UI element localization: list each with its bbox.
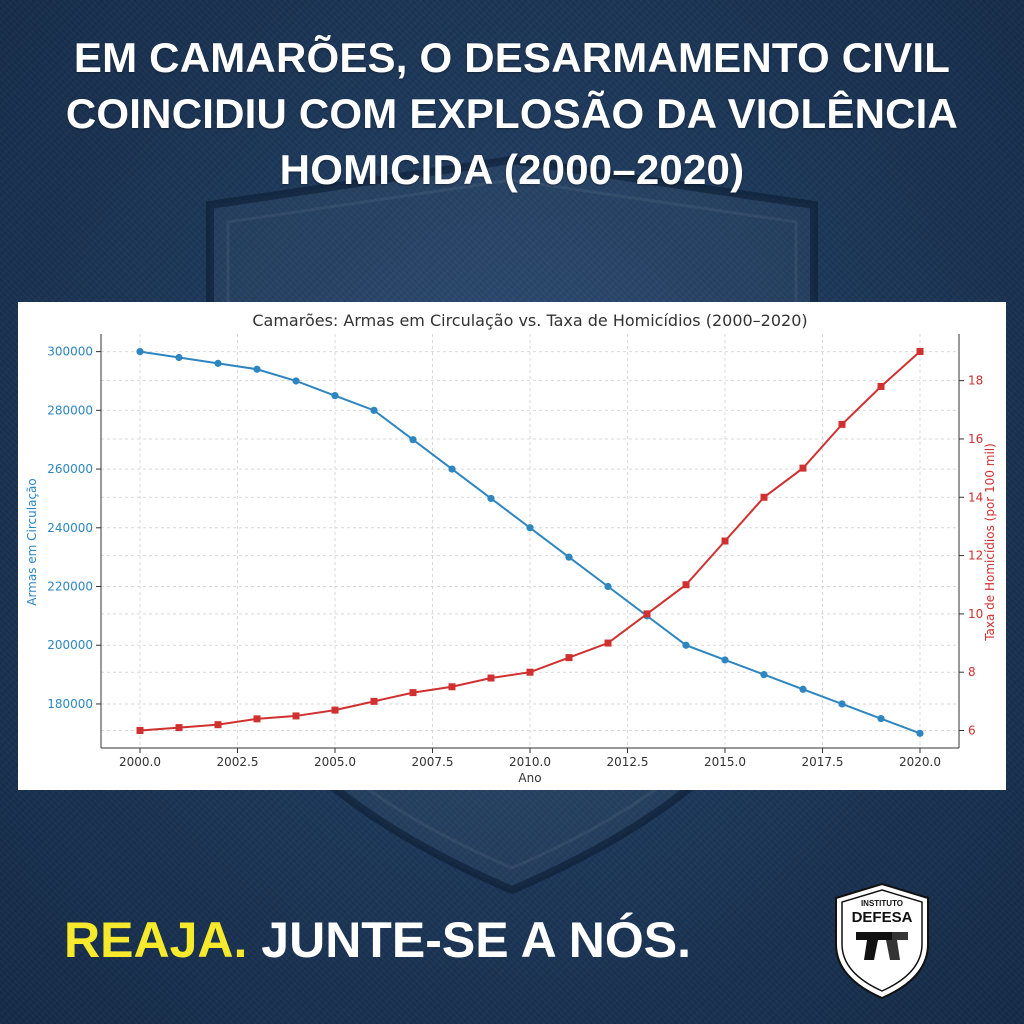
y-axis-label-left: Armas em Circulação	[25, 478, 39, 606]
data-point-guns	[253, 365, 261, 373]
y-right-tick-label: 6	[968, 724, 976, 738]
x-tick-label: 2012.5	[607, 755, 649, 769]
dual-axis-line-chart: 2000.0 2002.5 2005.0 2007.5 2010.0 2012.5 2015…	[25, 311, 997, 785]
headline-line-3: HOMICIDA (2000–2020)	[279, 146, 745, 193]
data-point-homicide	[526, 668, 534, 676]
logo-text: DEFESA	[852, 909, 913, 926]
data-point-homicide	[682, 581, 690, 589]
data-point-guns	[136, 348, 144, 356]
data-point-homicide	[409, 689, 417, 697]
crossed-pistols-icon	[856, 932, 908, 960]
data-point-homicide	[370, 697, 378, 705]
headline-line-2: COINCIDIU COM EXPLOSÃO DA VIOLÊNCIA	[65, 90, 959, 137]
x-tick-label: 2002.5	[217, 755, 259, 769]
y-left-tick-label: 260000	[47, 462, 93, 476]
y-right-tick-label: 8	[968, 665, 976, 679]
data-point-homicide	[331, 706, 339, 714]
data-point-homicide	[214, 721, 222, 729]
x-tick-label: 2000.0	[119, 755, 161, 769]
x-tick-label: 2017.5	[802, 755, 844, 769]
y-right-tick-label: 18	[968, 374, 983, 388]
headline: EM CAMARÕES, O DESARMAMENTO CIVIL COINCI…	[30, 30, 994, 198]
y-left-tick-label: 280000	[47, 403, 93, 417]
data-point-homicide	[916, 347, 924, 355]
x-tick-label: 2005.0	[314, 755, 356, 769]
data-point-guns	[331, 392, 339, 400]
data-point-guns	[682, 641, 690, 649]
data-point-guns	[916, 729, 924, 737]
data-point-homicide	[253, 715, 261, 723]
y-right-tick-label: 14	[968, 490, 983, 504]
data-point-homicide	[838, 420, 846, 428]
cta-highlight: REAJA.	[64, 912, 248, 968]
series-markers	[136, 347, 924, 737]
data-point-homicide	[877, 382, 885, 390]
y-right-tick-label: 10	[968, 607, 983, 621]
y-left-tick-label: 300000	[47, 345, 93, 359]
x-tick-label: 2010.0	[509, 755, 551, 769]
data-point-homicide	[721, 537, 729, 545]
data-point-guns	[877, 715, 885, 723]
data-point-guns	[487, 494, 495, 503]
x-axis-label: Ano	[518, 771, 541, 785]
data-point-homicide	[487, 674, 495, 682]
data-point-guns	[214, 359, 222, 367]
data-point-guns	[409, 436, 417, 444]
data-point-guns	[565, 553, 573, 561]
chart-axes	[96, 334, 964, 753]
data-point-homicide	[448, 683, 456, 691]
x-tick-label: 2020.0	[899, 755, 941, 769]
call-to-action: REAJA. JUNTE-SE A NÓS.	[64, 905, 691, 975]
data-point-guns	[526, 524, 534, 532]
data-point-homicide	[799, 464, 807, 472]
data-point-homicide	[643, 610, 651, 618]
data-point-guns	[370, 406, 378, 414]
data-point-homicide	[136, 727, 144, 735]
headline-line-1: EM CAMARÕES, O DESARMAMENTO CIVIL	[73, 34, 951, 81]
data-point-guns	[760, 670, 768, 679]
tick-labels: 2000.0 2002.5 2005.0 2007.5 2010.0 2012.5 2015…	[47, 345, 983, 769]
data-point-guns	[175, 353, 183, 362]
data-point-guns	[448, 465, 456, 473]
x-tick-label: 2015.0	[704, 755, 746, 769]
data-point-guns	[604, 582, 612, 591]
grid-lines	[101, 334, 959, 748]
data-point-homicide	[760, 493, 768, 501]
y-right-tick-label: 12	[968, 549, 983, 563]
y-left-tick-label: 180000	[47, 697, 93, 711]
instituto-defesa-logo: INSTITUTO DEFESA	[835, 882, 929, 1000]
data-point-guns	[838, 700, 846, 708]
data-point-homicide	[175, 724, 183, 732]
chart-title: Camarões: Armas em Circulação vs. Taxa d…	[252, 311, 807, 330]
y-left-tick-label: 240000	[47, 521, 93, 535]
x-tick-label: 2007.5	[412, 755, 454, 769]
data-point-homicide	[604, 639, 612, 647]
logo-top-text: INSTITUTO	[861, 899, 903, 908]
y-right-tick-label: 16	[968, 432, 983, 446]
y-left-tick-label: 200000	[47, 638, 93, 652]
data-point-guns	[799, 685, 807, 693]
data-point-homicide	[565, 654, 573, 662]
data-point-guns	[292, 377, 300, 385]
y-axis-label-right: Taxa de Homicídios (por 100 mil)	[983, 443, 997, 642]
cta-text: JUNTE-SE A NÓS.	[261, 912, 691, 968]
y-left-tick-label: 220000	[47, 580, 93, 594]
data-point-guns	[721, 656, 729, 664]
data-point-homicide	[292, 712, 300, 720]
chart-panel: 2000.0 2002.5 2005.0 2007.5 2010.0 2012.5 2015…	[18, 302, 1006, 790]
